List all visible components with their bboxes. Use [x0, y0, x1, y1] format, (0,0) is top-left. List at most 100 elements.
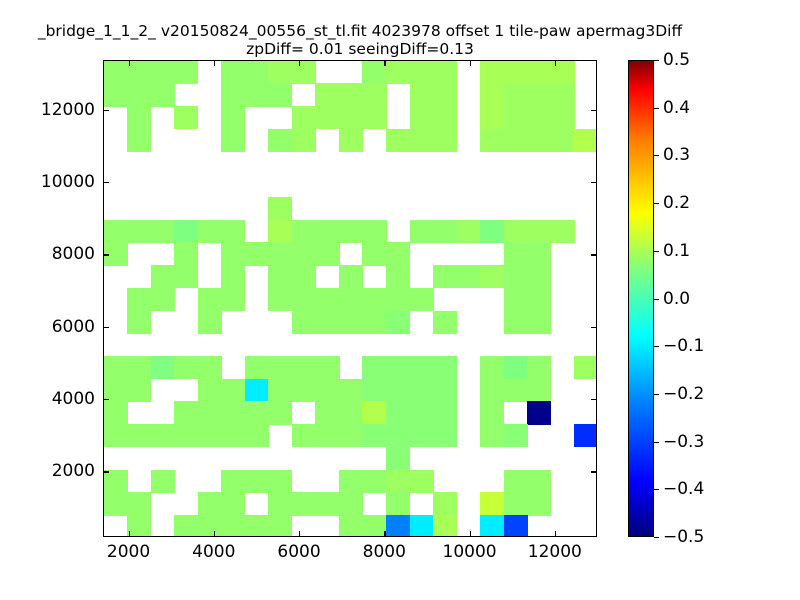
heatmap-cell: [150, 61, 175, 85]
heatmap-cell: [527, 83, 552, 107]
colorbar-tick-label: −0.5: [663, 527, 705, 547]
heatmap-cell: [174, 242, 199, 266]
heatmap-cell: [291, 106, 316, 130]
heatmap-cell: [291, 265, 316, 289]
y-axis-tick-label: 12000: [40, 99, 95, 120]
heatmap-cell: [503, 310, 528, 334]
heatmap-cell: [268, 355, 293, 380]
colorbar-tick: [654, 346, 659, 348]
heatmap-cell: [480, 514, 505, 536]
heatmap-cell: [174, 219, 199, 243]
heatmap-cell: [550, 219, 575, 243]
heatmap-cell: [315, 424, 340, 448]
heatmap-cell: [362, 219, 387, 243]
colorbar-tick-label: 0.2: [663, 193, 691, 214]
x-axis-tick-label: 12000: [527, 542, 582, 562]
heatmap-cell: [150, 219, 175, 243]
colorbar-tick-label: 0.5: [663, 50, 691, 70]
heatmap-cell: [527, 128, 552, 153]
heatmap-cell: [174, 424, 199, 448]
heatmap-cell: [127, 310, 152, 334]
heatmap-cell: [197, 492, 222, 516]
heatmap-cell: [268, 219, 293, 243]
heatmap-cell: [433, 310, 458, 334]
heatmap-cell: [385, 492, 411, 516]
heatmap-cell: [433, 128, 458, 153]
heatmap-cell: [244, 401, 269, 425]
heatmap-cell: [527, 378, 552, 402]
colorbar-tick: [654, 155, 659, 157]
heatmap-cell: [150, 83, 175, 107]
heatmap-cell: [362, 355, 387, 380]
heatmap-cell: [315, 287, 340, 312]
heatmap-cell: [527, 287, 552, 312]
x-axis-tick-top: [213, 60, 216, 66]
heatmap-cell: [362, 469, 387, 493]
heatmap-cell: [268, 83, 293, 107]
heatmap-cell: [174, 401, 199, 425]
heatmap-cell: [221, 469, 246, 493]
heatmap-cell: [221, 492, 246, 516]
heatmap-cell: [127, 514, 152, 536]
heatmap-cell: [244, 355, 269, 380]
x-axis-tick: [384, 531, 386, 537]
heatmap-cell: [174, 106, 199, 130]
heatmap-cell: [385, 310, 411, 334]
heatmap-cell: [385, 355, 411, 380]
heatmap-cell: [480, 492, 505, 516]
colorbar-tick: [654, 60, 659, 62]
y-axis-tick: [103, 109, 109, 112]
heatmap-cell: [197, 310, 222, 334]
colorbar-tick: [654, 250, 659, 252]
heatmap-cell: [268, 492, 293, 516]
y-axis-tick-right: [591, 326, 597, 328]
colorbar-tick: [654, 298, 659, 300]
heatmap-cell: [197, 355, 222, 380]
heatmap-cell: [527, 61, 552, 85]
heatmap-cell: [150, 287, 175, 312]
heatmap-cell: [503, 355, 528, 380]
heatmap-cell: [503, 378, 528, 402]
colorbar: [628, 60, 654, 537]
heatmap-cell: [409, 401, 434, 425]
heatmap-cell: [338, 424, 364, 448]
heatmap-cell: [104, 355, 128, 380]
heatmap-cell: [268, 196, 293, 221]
y-axis-tick-label: 6000: [51, 316, 95, 337]
heatmap-cell: [268, 61, 293, 85]
y-axis-tick: [103, 398, 109, 401]
y-axis-tick-right: [591, 254, 597, 256]
colorbar-tick: [654, 393, 659, 395]
heatmap-cell: [503, 469, 528, 493]
heatmap-cell: [385, 514, 411, 536]
heatmap-cell: [268, 287, 293, 312]
heatmap-cell: [385, 401, 411, 425]
heatmap-cell: [338, 83, 364, 107]
heatmap-cell: [127, 424, 152, 448]
heatmap-cell: [433, 219, 458, 243]
heatmap-cell: [338, 514, 364, 536]
heatmap-cell: [409, 355, 434, 380]
heatmap-cell: [433, 61, 458, 85]
heatmap-cell: [315, 83, 340, 107]
page-title: _bridge_1_1_2_ v20150824_00556_st_tl.fit…: [37, 22, 683, 40]
heatmap-cell: [244, 514, 269, 536]
heatmap-cell: [221, 219, 246, 243]
heatmap-cell: [291, 355, 316, 380]
heatmap-cell: [315, 401, 340, 425]
x-axis-tick-top: [128, 60, 130, 66]
x-axis-tick: [128, 531, 130, 537]
heatmap-cell: [221, 128, 246, 153]
heatmap-cell: [409, 469, 434, 493]
heatmap-cell: [550, 83, 575, 107]
heatmap-cell: [362, 424, 387, 448]
heatmap-cell: [291, 492, 316, 516]
heatmap-cell: [338, 287, 364, 312]
heatmap-cell: [503, 61, 528, 85]
heatmap-cell: [127, 128, 152, 153]
heatmap-cell: [433, 492, 458, 516]
heatmap-cell: [268, 128, 293, 153]
colorbar-tick-label: 0.0: [663, 288, 691, 309]
figure-title-block: _bridge_1_1_2_ v20150824_00556_st_tl.fit…: [0, 22, 720, 58]
